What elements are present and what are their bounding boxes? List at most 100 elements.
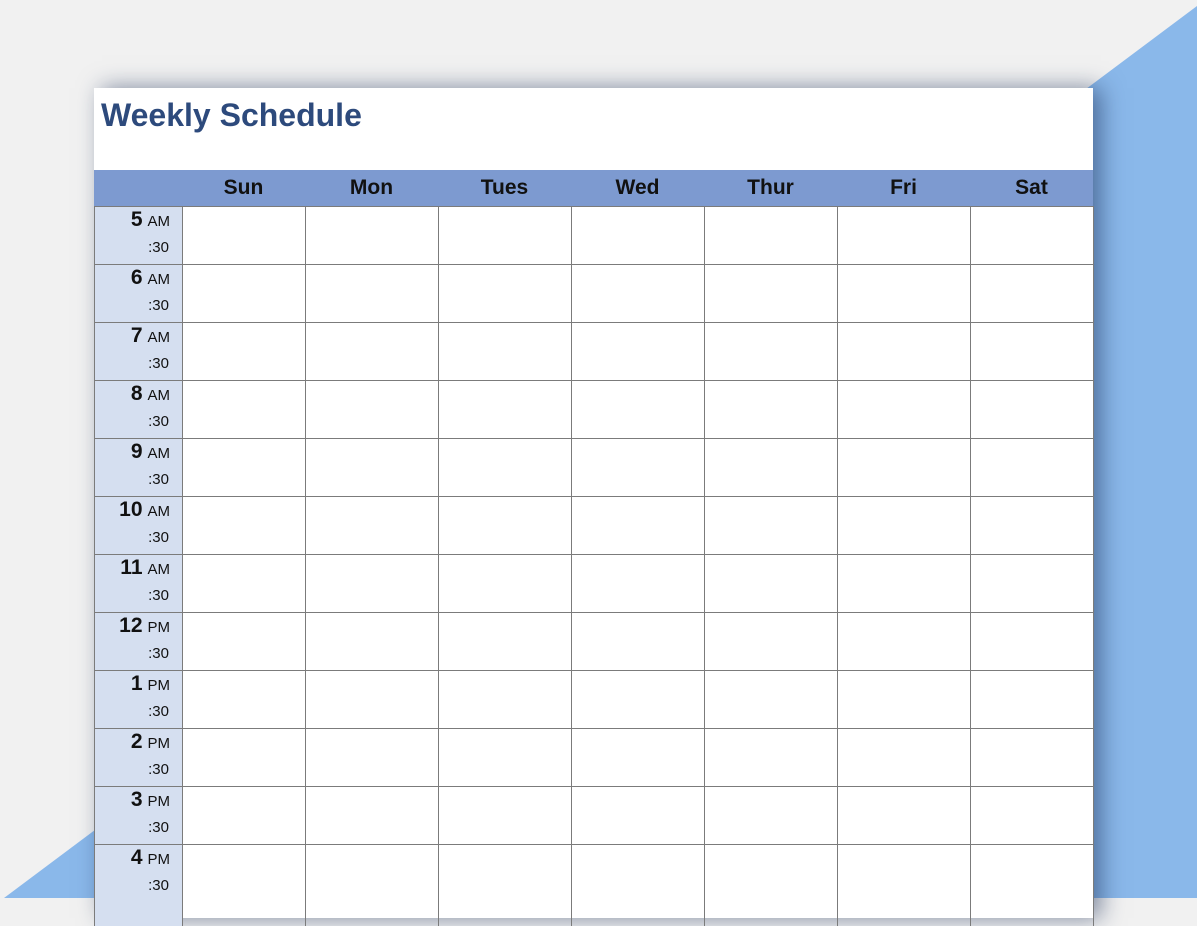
schedule-cell-thur[interactable] bbox=[704, 670, 837, 728]
schedule-cell-mon[interactable] bbox=[305, 554, 438, 612]
schedule-cell-tues[interactable] bbox=[438, 496, 571, 554]
schedule-cell-wed[interactable] bbox=[571, 496, 704, 554]
schedule-cell-thur[interactable] bbox=[704, 496, 837, 554]
schedule-cell-sun[interactable] bbox=[182, 264, 305, 322]
schedule-cell-fri[interactable] bbox=[837, 322, 970, 380]
schedule-cell-mon[interactable] bbox=[305, 786, 438, 844]
schedule-cell-sun[interactable] bbox=[182, 670, 305, 728]
schedule-cell-wed[interactable] bbox=[571, 670, 704, 728]
schedule-cell-sun[interactable] bbox=[182, 786, 305, 844]
schedule-cell-fri[interactable] bbox=[837, 380, 970, 438]
schedule-cell-sat[interactable] bbox=[970, 264, 1093, 322]
schedule-cell-wed[interactable] bbox=[571, 206, 704, 264]
schedule-cell-sun[interactable] bbox=[182, 380, 305, 438]
schedule-cell-tues[interactable] bbox=[438, 728, 571, 786]
schedule-cell-fri[interactable] bbox=[837, 612, 970, 670]
schedule-cell-thur[interactable] bbox=[704, 264, 837, 322]
schedule-cell-fri[interactable] bbox=[837, 554, 970, 612]
column-divider bbox=[970, 206, 971, 926]
schedule-cell-sun[interactable] bbox=[182, 612, 305, 670]
schedule-cell-sat[interactable] bbox=[970, 322, 1093, 380]
schedule-cell-sat[interactable] bbox=[970, 438, 1093, 496]
schedule-cell-sat[interactable] bbox=[970, 554, 1093, 612]
schedule-cell-wed[interactable] bbox=[571, 786, 704, 844]
time-label: 3 PM bbox=[94, 788, 170, 812]
schedule-cell-wed[interactable] bbox=[571, 264, 704, 322]
schedule-cell-sat[interactable] bbox=[970, 380, 1093, 438]
time-label: 11 AM bbox=[94, 556, 170, 580]
schedule-cell-mon[interactable] bbox=[305, 670, 438, 728]
time-label: 8 AM bbox=[94, 382, 170, 406]
schedule-cell-sun[interactable] bbox=[182, 554, 305, 612]
schedule-cell-tues[interactable] bbox=[438, 670, 571, 728]
schedule-cell-sat[interactable] bbox=[970, 670, 1093, 728]
schedule-cell-mon[interactable] bbox=[305, 728, 438, 786]
schedule-cell-tues[interactable] bbox=[438, 844, 571, 902]
schedule-cell-sun[interactable] bbox=[182, 438, 305, 496]
schedule-cell-thur[interactable] bbox=[704, 786, 837, 844]
schedule-cell-tues[interactable] bbox=[438, 554, 571, 612]
schedule-cell-thur[interactable] bbox=[704, 612, 837, 670]
schedule-cell-wed[interactable] bbox=[571, 554, 704, 612]
schedule-cell-sun[interactable] bbox=[182, 496, 305, 554]
schedule-sheet: Weekly Schedule Sun Mon Tues Wed Thur Fri Sat … bbox=[94, 88, 1094, 926]
schedule-cell-wed[interactable] bbox=[571, 612, 704, 670]
schedule-cell-sat[interactable] bbox=[970, 786, 1093, 844]
hour: 10 bbox=[119, 498, 143, 521]
schedule-cell-tues[interactable] bbox=[438, 264, 571, 322]
time-label: 1 PM bbox=[94, 672, 170, 696]
schedule-cell-sun[interactable] bbox=[182, 322, 305, 380]
schedule-cell-fri[interactable] bbox=[837, 438, 970, 496]
schedule-cell-mon[interactable] bbox=[305, 844, 438, 902]
schedule-cell-mon[interactable] bbox=[305, 206, 438, 264]
schedule-cell-thur[interactable] bbox=[704, 438, 837, 496]
schedule-cell-sat[interactable] bbox=[970, 496, 1093, 554]
schedule-cell-tues[interactable] bbox=[438, 438, 571, 496]
row-divider bbox=[94, 322, 1093, 323]
schedule-cell-fri[interactable] bbox=[837, 496, 970, 554]
period: AM bbox=[147, 213, 171, 230]
schedule-cell-mon[interactable] bbox=[305, 612, 438, 670]
schedule-cell-thur[interactable] bbox=[704, 206, 837, 264]
period: AM bbox=[147, 387, 171, 404]
schedule-cell-sun[interactable] bbox=[182, 728, 305, 786]
schedule-cell-sat[interactable] bbox=[970, 728, 1093, 786]
schedule-cell-mon[interactable] bbox=[305, 496, 438, 554]
schedule-cell-sat[interactable] bbox=[970, 844, 1093, 902]
schedule-cell-sun[interactable] bbox=[182, 206, 305, 264]
schedule-cell-tues[interactable] bbox=[438, 322, 571, 380]
schedule-cell-mon[interactable] bbox=[305, 380, 438, 438]
column-divider bbox=[571, 206, 572, 926]
schedule-cell-fri[interactable] bbox=[837, 728, 970, 786]
schedule-cell-thur[interactable] bbox=[704, 380, 837, 438]
schedule-cell-wed[interactable] bbox=[571, 844, 704, 902]
schedule-cell-wed[interactable] bbox=[571, 728, 704, 786]
day-header-tues: Tues bbox=[480, 176, 529, 199]
period: PM bbox=[147, 793, 171, 810]
schedule-cell-wed[interactable] bbox=[571, 380, 704, 438]
schedule-cell-tues[interactable] bbox=[438, 206, 571, 264]
schedule-cell-thur[interactable] bbox=[704, 322, 837, 380]
schedule-cell-thur[interactable] bbox=[704, 728, 837, 786]
schedule-cell-sat[interactable] bbox=[970, 612, 1093, 670]
schedule-cell-fri[interactable] bbox=[837, 844, 970, 902]
schedule-cell-sun[interactable] bbox=[182, 844, 305, 902]
schedule-cell-tues[interactable] bbox=[438, 380, 571, 438]
schedule-cell-fri[interactable] bbox=[837, 786, 970, 844]
schedule-cell-mon[interactable] bbox=[305, 264, 438, 322]
schedule-cell-mon[interactable] bbox=[305, 438, 438, 496]
period: PM bbox=[147, 619, 171, 636]
schedule-cell-wed[interactable] bbox=[571, 322, 704, 380]
schedule-cell-sat[interactable] bbox=[970, 206, 1093, 264]
schedule-cell-thur[interactable] bbox=[704, 554, 837, 612]
schedule-cell-fri[interactable] bbox=[837, 206, 970, 264]
schedule-cell-wed[interactable] bbox=[571, 438, 704, 496]
schedule-cell-mon[interactable] bbox=[305, 322, 438, 380]
schedule-cell-tues[interactable] bbox=[438, 786, 571, 844]
time-label: 7 AM bbox=[94, 324, 170, 348]
schedule-cell-fri[interactable] bbox=[837, 264, 970, 322]
schedule-cell-thur[interactable] bbox=[704, 844, 837, 902]
day-header-thur: Thur bbox=[747, 176, 794, 199]
schedule-cell-fri[interactable] bbox=[837, 670, 970, 728]
schedule-cell-tues[interactable] bbox=[438, 612, 571, 670]
